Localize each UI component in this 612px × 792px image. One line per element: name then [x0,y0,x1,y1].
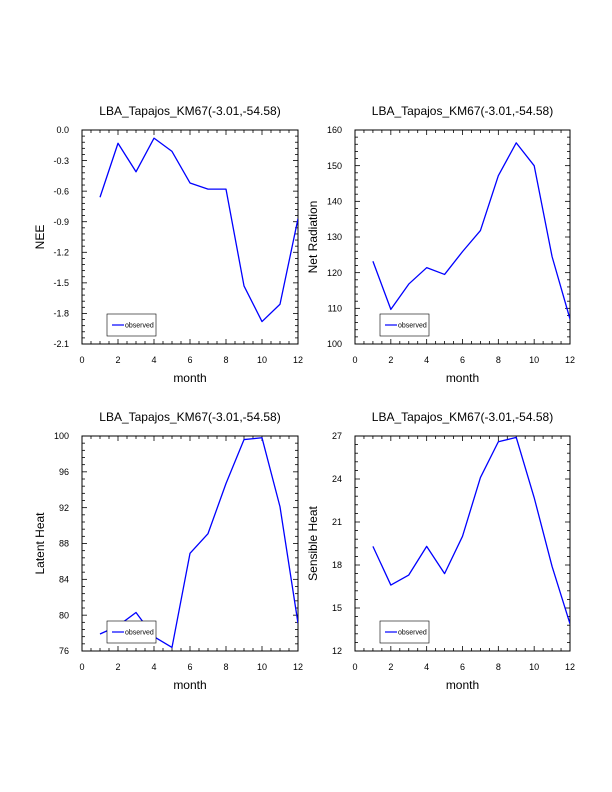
x-tick-label: 12 [565,355,575,365]
plot-frame [81,129,299,345]
chart-panel-1: LBA_Tapajos_KM67(-3.01,-54.58) 0.0 -0.3 -0.… [33,104,303,385]
y-tick-label: 84 [59,575,69,585]
y-tick-label: 24 [332,474,342,484]
y-tick-label: -1.5 [53,278,69,288]
y-tick-label: -0.3 [53,156,69,166]
x-tick-label: 12 [293,662,303,672]
y-tick-label: 21 [332,517,342,527]
x-tick-label: 2 [115,662,120,672]
x-tick-label: 0 [352,662,357,672]
y-tick-label: 76 [59,646,69,656]
y-tick-label: -2.1 [53,339,69,349]
y-tick-label: 15 [332,603,342,613]
chart-title: LBA_Tapajos_KM67(-3.01,-54.58) [99,410,280,424]
y-tick-label: 100 [54,431,69,441]
x-tick-label: 4 [424,662,429,672]
plot-frame [354,129,571,345]
legend-label: observed [398,630,427,637]
x-tick-label: 10 [529,662,539,672]
x-tick-label: 4 [151,355,156,365]
y-tick-label: 120 [327,268,342,278]
x-tick-label: 8 [496,355,501,365]
legend-box [106,620,157,644]
y-tick-label: 140 [327,197,342,207]
y-tick-label: 160 [327,125,342,135]
y-axis-label: NEE [33,225,47,250]
y-tick-label: -0.6 [53,186,69,196]
x-tick-label: 4 [424,355,429,365]
chart-title: LBA_Tapajos_KM67(-3.01,-54.58) [372,410,553,424]
plot-frame [81,435,299,652]
y-axis-label: Net Radiation [306,201,320,274]
series-line-observed [372,142,570,320]
x-tick-label: 6 [460,662,465,672]
y-tick-label: -1.2 [53,247,69,257]
x-tick-label: 10 [257,355,267,365]
x-tick-label: 10 [529,355,539,365]
x-tick-label: 8 [223,662,228,672]
legend-label: observed [398,323,427,330]
y-tick-label: 18 [332,560,342,570]
x-tick-label: 12 [293,355,303,365]
chart-title: LBA_Tapajos_KM67(-3.01,-54.58) [372,104,553,118]
y-tick-label: 150 [327,161,342,171]
legend-label: observed [125,630,154,637]
y-tick-label: 100 [327,339,342,349]
y-tick-label: 110 [328,304,342,314]
legend-box [106,313,157,337]
legend-box [379,620,430,644]
x-axis-label: month [173,678,206,692]
x-tick-label: 12 [565,662,575,672]
y-tick-label: 92 [59,503,69,513]
x-tick-label: 4 [151,662,156,672]
x-tick-label: 6 [460,355,465,365]
x-tick-label: 2 [388,662,393,672]
x-tick-label: 0 [79,662,84,672]
x-axis-label: month [446,371,479,385]
series-line-observed [99,137,298,323]
x-tick-label: 0 [79,355,84,365]
y-tick-label: 80 [59,610,69,620]
series-line-observed [372,436,570,624]
legend-box [379,313,430,337]
chart-panel-3: LBA_Tapajos_KM67(-3.01,-54.58)1009692888… [33,410,303,692]
x-axis-label: month [173,371,206,385]
y-tick-label: -0.9 [53,217,69,227]
y-tick-label: 130 [327,232,342,242]
chart-panel-2: LBA_Tapajos_KM67(-3.01,-54.58) 160 150 140 1… [306,104,575,385]
y-tick-label: 96 [59,467,69,477]
x-tick-label: 10 [257,662,267,672]
x-tick-label: 2 [115,355,120,365]
x-tick-label: 6 [187,662,192,672]
y-tick-label: 12 [332,646,342,656]
chart-panel-4: LBA_Tapajos_KM67(-3.01,-54.58)2724211815… [306,410,575,692]
y-tick-label: -1.8 [53,309,69,319]
x-axis-label: month [446,678,479,692]
series-line-observed [99,437,298,649]
x-tick-label: 0 [352,355,357,365]
y-axis-label: Latent Heat [33,512,47,575]
legend-label: observed [125,323,154,330]
y-tick-label: 0.0 [56,125,69,135]
x-tick-label: 6 [187,355,192,365]
x-tick-label: 8 [223,355,228,365]
y-tick-label: 88 [59,539,69,549]
chart-title: LBA_Tapajos_KM67(-3.01,-54.58) [99,104,280,118]
y-tick-label: 27 [332,431,342,441]
plot-frame [354,435,571,652]
x-tick-label: 8 [496,662,501,672]
y-axis-label: Sensible Heat [306,505,320,580]
x-tick-label: 2 [388,355,393,365]
